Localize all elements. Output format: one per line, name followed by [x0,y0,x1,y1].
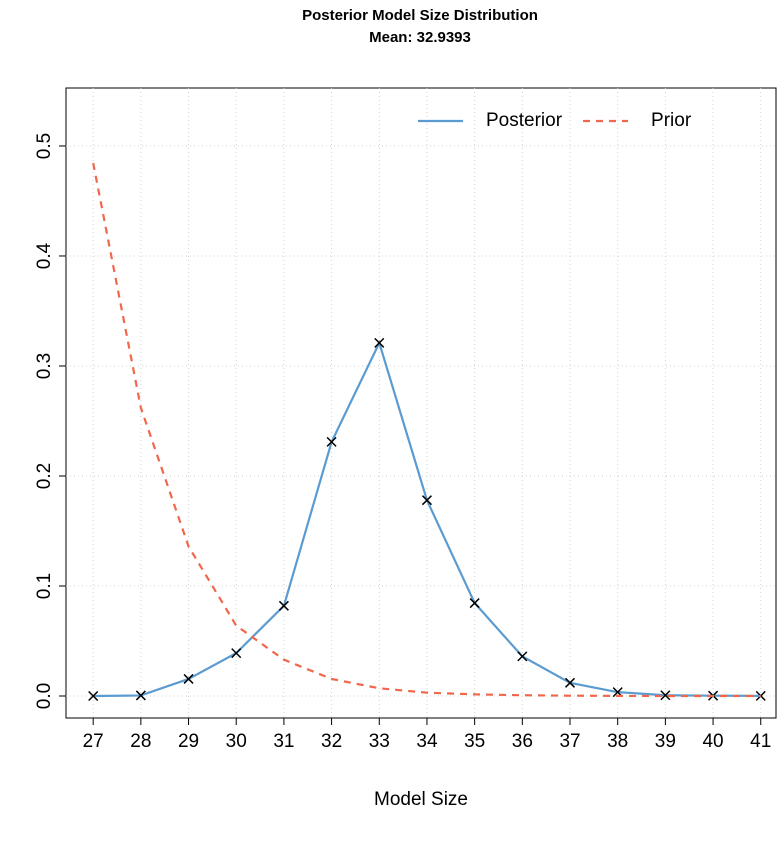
x-tick-label: 34 [416,731,438,752]
x-tick-label: 39 [655,731,676,752]
series-line [92,162,761,698]
legend-label: Prior [651,110,692,131]
x-tick-label: 29 [178,731,199,752]
chart-subtitle: Mean: 32.9393 [369,29,471,46]
x-tick-label: 32 [321,731,342,752]
chart-title: Posterior Model Size Distribution [302,7,538,24]
legend-label: Posterior [486,110,563,131]
point-marker [88,690,99,702]
point-marker [564,677,576,688]
point-marker [231,648,242,659]
point-marker [183,673,194,684]
point-marker [278,600,289,611]
x-tick-label: 31 [273,731,294,752]
x-tick-label: 40 [702,731,723,752]
point-marker [421,495,432,506]
plot-frame [65,87,777,719]
x-tick-label: 33 [369,731,390,752]
y-tick-label: 0.2 [34,463,55,489]
x-tick-label: 37 [559,731,580,752]
point-marker [374,337,385,348]
y-tick-label: 0.3 [34,353,55,379]
y-tick-label: 0.1 [34,573,55,599]
x-axis-label: Model Size [374,789,468,810]
series-line [93,339,761,698]
x-tick-label: 35 [464,731,485,752]
point-marker [326,436,337,447]
y-tick-label: 0.5 [34,133,55,159]
point-marker [135,690,146,701]
y-tick-label: 0.4 [34,242,55,269]
x-tick-label: 28 [130,731,151,752]
y-tick-label: 0.0 [34,683,55,709]
x-tick-label: 41 [750,731,771,752]
point-marker [517,651,528,662]
x-tick-label: 27 [83,731,104,752]
x-tick-label: 36 [512,731,533,752]
point-marker [469,598,480,609]
x-tick-label: 30 [226,731,247,752]
point-marker [660,690,671,701]
x-tick-label: 38 [607,731,628,752]
